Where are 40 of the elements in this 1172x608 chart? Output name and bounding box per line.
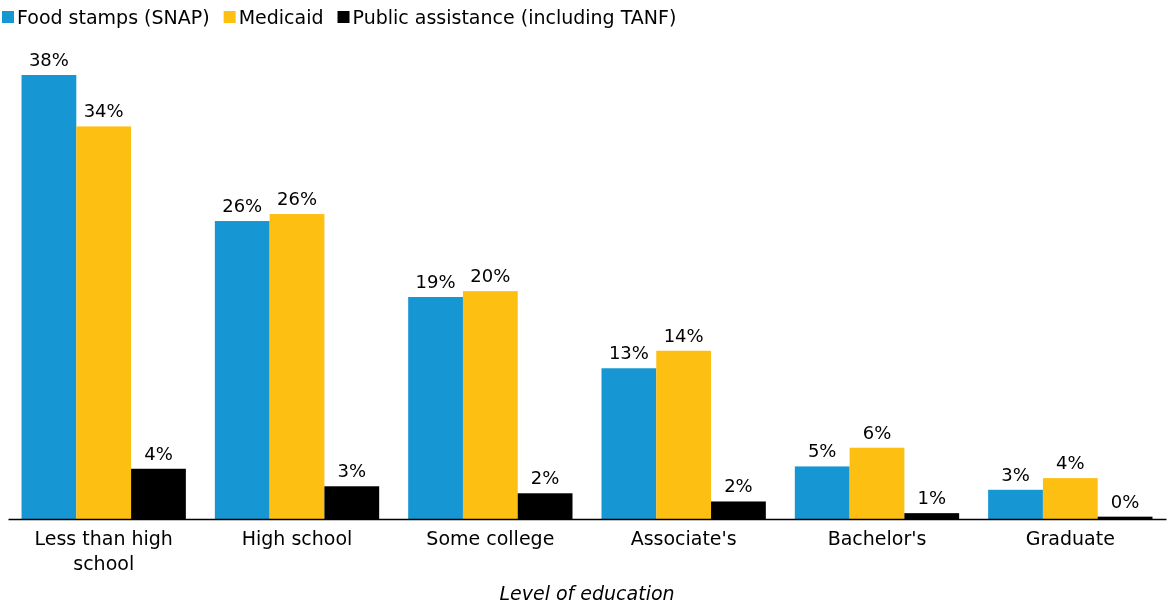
bar (408, 297, 463, 519)
data-label: 34% (83, 100, 124, 122)
bar (1042, 478, 1098, 519)
data-label: 1% (917, 487, 947, 509)
data-label: 13% (608, 342, 649, 364)
legend-label: Medicaid (238, 6, 324, 28)
bar (214, 221, 270, 519)
x-tick-label: Graduate (1025, 526, 1115, 549)
legend-label: Public assistance (including TANF) (352, 6, 677, 28)
data-label: 6% (862, 421, 892, 443)
data-label: 0% (1110, 490, 1140, 512)
data-label: 3% (1001, 463, 1030, 485)
bar (849, 447, 905, 519)
x-tick-label: Less than high school (34, 526, 173, 575)
data-label: 2% (724, 475, 753, 497)
x-tick-label: Associate's (630, 526, 737, 549)
data-label: 3% (337, 460, 367, 482)
x-axis-title: Level of education (499, 582, 675, 604)
x-tick-label: Bachelor's (827, 526, 927, 549)
data-label: 20% (470, 265, 511, 287)
data-label: 14% (663, 324, 704, 346)
data-label: 38% (28, 49, 69, 70)
bar (76, 126, 132, 519)
data-label: 4% (144, 442, 173, 464)
bar (988, 489, 1043, 519)
x-tick-label: High school (241, 526, 353, 549)
bar (794, 466, 850, 519)
bar (601, 368, 657, 519)
x-tick-label: Some college (426, 526, 555, 549)
data-label: 4% (1056, 452, 1085, 474)
bar (269, 214, 325, 519)
data-label: 26% (277, 188, 318, 210)
legend-label: Food stamps (SNAP) (17, 6, 210, 28)
data-label: 26% (222, 195, 263, 217)
bar (21, 75, 77, 519)
bar (462, 291, 518, 519)
data-label: 2% (530, 467, 560, 489)
data-label: 5% (807, 440, 837, 462)
bar (656, 350, 712, 519)
data-label: 19% (415, 271, 456, 292)
